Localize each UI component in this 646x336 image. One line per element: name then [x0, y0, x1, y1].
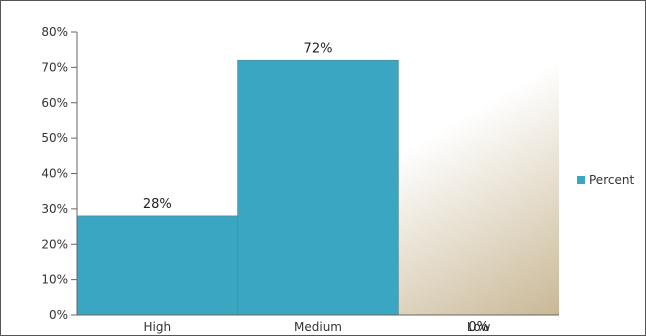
bar-medium	[237, 59, 399, 316]
y-tick-label: 20%	[41, 237, 68, 251]
y-tick-label: 50%	[41, 131, 68, 145]
bars-group	[76, 59, 399, 316]
data-label: 72%	[304, 41, 333, 56]
y-tick-label: 70%	[41, 60, 68, 74]
y-axis: 0% 10% 20% 30% 40% 50% 60% 70% 80%	[41, 25, 78, 322]
data-label: 0%	[468, 320, 489, 335]
x-tick-label: High	[144, 320, 172, 334]
data-labels-group: 28% 72% 0%	[143, 41, 489, 335]
x-axis: High Medium Low	[77, 314, 559, 334]
y-tick-label: 10%	[41, 273, 68, 287]
y-tick-label: 80%	[41, 25, 68, 39]
legend-label: Percent	[589, 173, 634, 187]
legend-swatch	[577, 176, 585, 184]
bar-high	[76, 215, 239, 316]
y-tick-label: 30%	[41, 202, 68, 216]
x-tick-label: Medium	[294, 320, 342, 334]
x-tick-label: Low	[467, 320, 491, 334]
data-label: 28%	[143, 197, 172, 212]
y-tick-label: 0%	[49, 308, 68, 322]
legend: Percent	[577, 173, 634, 187]
y-tick-label: 60%	[41, 96, 68, 110]
y-tick-label: 40%	[41, 167, 68, 181]
